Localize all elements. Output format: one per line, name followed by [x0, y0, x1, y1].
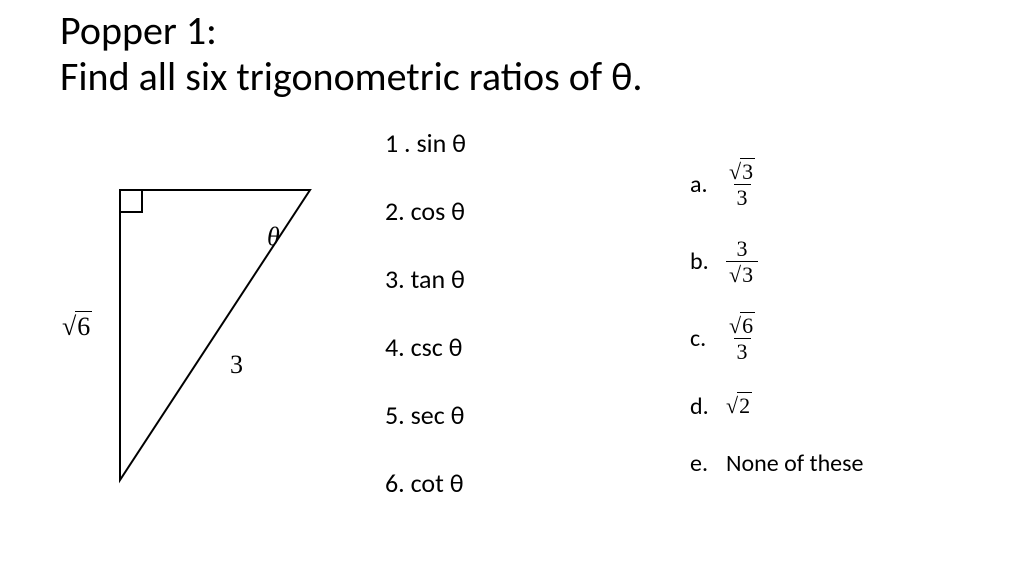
answer-c-fraction: √6 3: [726, 314, 758, 363]
right-angle-mark: [120, 190, 142, 212]
answer-d-value: √2: [726, 393, 752, 419]
ratio-item: 3. tan θ: [385, 266, 466, 292]
triangle-shape: [120, 190, 310, 480]
answer-label: b.: [690, 247, 726, 276]
side-hyp-label: 3: [230, 350, 243, 380]
answer-a-fraction: √3 3: [726, 160, 758, 209]
answer-a: a. √3 3: [690, 160, 863, 209]
answer-e-text: None of these: [726, 449, 863, 478]
slide: Popper 1: Find all six trigonometric rat…: [0, 0, 1024, 576]
ratio-item: 1 . sin θ: [385, 130, 466, 156]
triangle-diagram: θ √6 3: [90, 180, 350, 520]
answer-label: a.: [690, 170, 726, 199]
ratio-item: 5. sec θ: [385, 402, 466, 428]
answer-list: a. √3 3 b. 3 √3 c. √6 3 d. √2: [690, 160, 863, 506]
slide-title: Popper 1: Find all six trigonometric rat…: [60, 8, 642, 100]
ratio-item: 2. cos θ: [385, 198, 466, 224]
ratio-list: 1 . sin θ 2. cos θ 3. tan θ 4. csc θ 5. …: [385, 130, 466, 538]
title-line-2: Find all six trigonometric ratios of θ.: [60, 54, 642, 100]
answer-label: c.: [690, 324, 726, 353]
answer-b: b. 3 √3: [690, 237, 863, 286]
answer-label: e.: [690, 449, 726, 478]
triangle-svg: [90, 180, 350, 520]
theta-label: θ: [267, 222, 280, 252]
answer-c: c. √6 3: [690, 314, 863, 363]
answer-b-fraction: 3 √3: [726, 237, 758, 286]
ratio-item: 4. csc θ: [385, 334, 466, 360]
answer-d: d. √2: [690, 392, 863, 421]
answer-e: e. None of these: [690, 449, 863, 478]
answer-label: d.: [690, 392, 726, 421]
ratio-item: 6. cot θ: [385, 470, 466, 496]
title-line-1: Popper 1:: [60, 8, 642, 54]
side-left-label: √6: [62, 312, 92, 342]
